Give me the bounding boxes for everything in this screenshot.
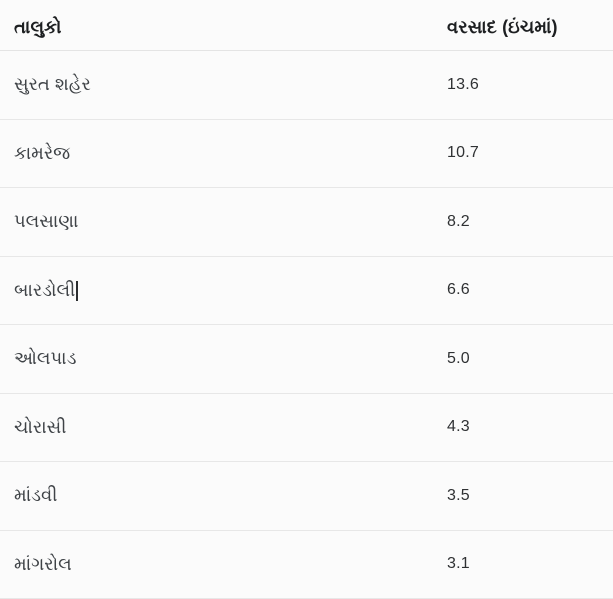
rainfall-cell: 4.3 [447,418,470,436]
rainfall-cell: 5.0 [447,349,470,367]
table-row: ચોરાસી 4.3 [0,394,613,462]
taluka-cell: પલસાણા [14,211,79,232]
taluka-cell: સુરત શહેર [14,74,91,95]
taluka-cell: ઓલપાડ [14,348,77,369]
table-row: બારડોલી 6.6 [0,257,613,325]
taluka-cell[interactable]: બારડોલી [14,279,78,302]
taluka-cell: કામરેજ [14,142,71,163]
table-row: માંગરોલ 3.1 [0,531,613,599]
rainfall-cell: 13.6 [447,75,479,93]
column-header-taluko: તાલુકો [14,16,62,37]
taluka-cell-text: બારડોલી [14,279,76,300]
table-row: કામરેજ 10.7 [0,120,613,188]
column-header-rainfall: વરસાદ (ઇંચમાં) [447,16,558,37]
rainfall-cell: 8.2 [447,212,470,230]
taluka-cell: ચોરાસી [14,416,67,437]
table-row: માંડવી 3.5 [0,462,613,531]
taluka-cell: માંડવી [14,485,58,506]
table-header-row: તાલુકો વરસાદ (ઇંચમાં) [0,0,613,51]
text-cursor [76,281,78,302]
rainfall-cell: 6.6 [447,281,470,299]
taluka-cell: માંગરોલ [14,553,72,574]
table-row: સુરત શહેર 13.6 [0,51,613,120]
table-row: પલસાણા 8.2 [0,188,613,257]
rainfall-cell: 3.1 [447,555,470,573]
table-row: ઓલપાડ 5.0 [0,325,613,394]
rainfall-cell: 10.7 [447,144,479,162]
rainfall-cell: 3.5 [447,486,470,504]
